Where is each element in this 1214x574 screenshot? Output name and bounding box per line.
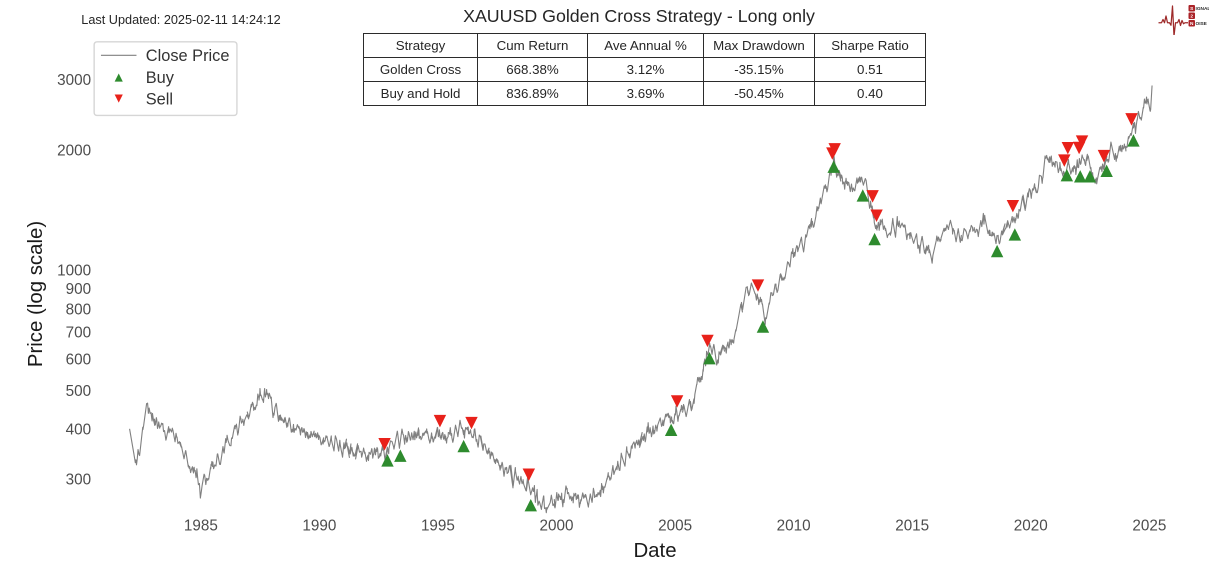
svg-text:400: 400 xyxy=(66,422,91,439)
svg-text:N: N xyxy=(1190,21,1194,27)
svg-text:Date: Date xyxy=(633,540,676,562)
svg-text:700: 700 xyxy=(66,325,91,342)
svg-text:1990: 1990 xyxy=(302,518,336,535)
svg-text:S: S xyxy=(1190,6,1193,12)
svg-text:2015: 2015 xyxy=(895,518,929,535)
svg-text:2020: 2020 xyxy=(1014,518,1048,535)
svg-text:Buy: Buy xyxy=(146,69,175,87)
svg-text:2000: 2000 xyxy=(539,518,573,535)
svg-text:600: 600 xyxy=(66,351,91,368)
svg-text:1995: 1995 xyxy=(421,518,455,535)
svg-text:2025: 2025 xyxy=(1132,518,1166,535)
svg-text:2000: 2000 xyxy=(57,143,91,160)
svg-text:3000: 3000 xyxy=(57,72,91,89)
svg-text:Close Price: Close Price xyxy=(146,47,230,65)
svg-text:Price (log scale): Price (log scale) xyxy=(25,221,47,367)
svg-text:2: 2 xyxy=(1190,13,1193,19)
svg-text:300: 300 xyxy=(66,471,91,488)
svg-text:2005: 2005 xyxy=(658,518,692,535)
svg-text:800: 800 xyxy=(66,301,91,318)
svg-text:500: 500 xyxy=(66,383,91,400)
svg-text:900: 900 xyxy=(66,281,91,298)
svg-text:IGNAL: IGNAL xyxy=(1196,6,1210,12)
svg-text:Sell: Sell xyxy=(146,91,173,109)
svg-text:OISE: OISE xyxy=(1196,21,1207,27)
svg-text:1000: 1000 xyxy=(57,263,91,280)
svg-text:2010: 2010 xyxy=(777,518,811,535)
svg-text:1985: 1985 xyxy=(184,518,218,535)
